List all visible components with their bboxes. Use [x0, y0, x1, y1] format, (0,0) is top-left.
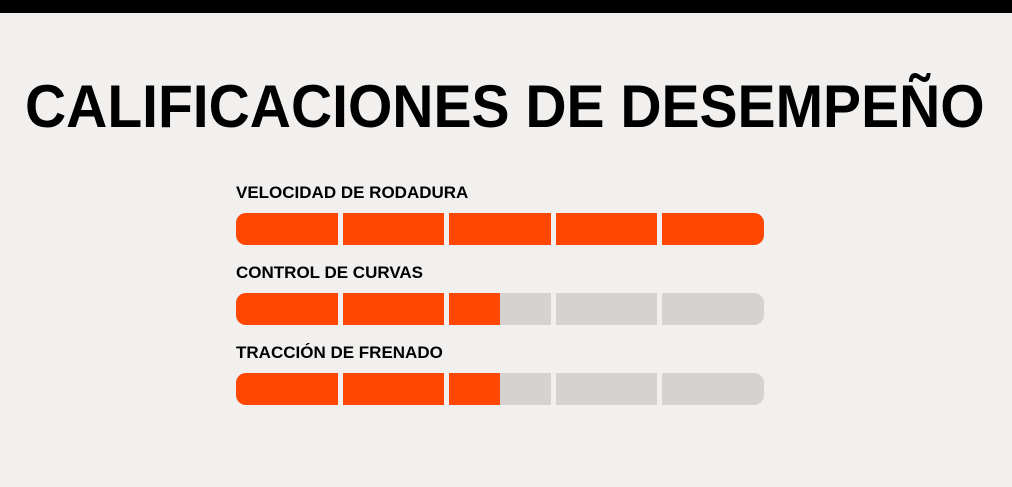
- rating-row: CONTROL DE CURVAS: [236, 263, 764, 325]
- rating-segment: [555, 373, 658, 405]
- rating-bar-traccion-de-frenado: [236, 373, 764, 405]
- rating-segment: [236, 373, 338, 405]
- rating-segment: [342, 373, 445, 405]
- rating-segment: [342, 213, 445, 245]
- rating-segment: [662, 373, 764, 405]
- rating-segment: [555, 213, 658, 245]
- rating-row: TRACCIÓN DE FRENADO: [236, 343, 764, 405]
- rating-segment: [236, 293, 338, 325]
- rating-label-traccion-de-frenado: TRACCIÓN DE FRENADO: [236, 343, 443, 362]
- rating-segment: [662, 213, 764, 245]
- rating-segment: [449, 213, 551, 245]
- rating-row: VELOCIDAD DE RODADURA: [236, 183, 764, 245]
- rating-bar-velocidad-de-rodadura: [236, 213, 764, 245]
- performance-ratings-section: VELOCIDAD DE RODADURA CONTROL DE CURVAS …: [236, 183, 764, 423]
- rating-segment: [342, 293, 445, 325]
- top-divider-bar: [0, 0, 1012, 13]
- rating-segment: [449, 373, 551, 405]
- rating-segment: [662, 293, 764, 325]
- rating-label-control-de-curvas: CONTROL DE CURVAS: [236, 263, 424, 282]
- rating-label-velocidad-de-rodadura: VELOCIDAD DE RODADURA: [236, 183, 469, 202]
- rating-segment: [555, 293, 658, 325]
- page-title: CALIFICACIONES DE DESEMPEÑO: [25, 73, 985, 140]
- rating-bar-control-de-curvas: [236, 293, 764, 325]
- rating-segment: [236, 213, 338, 245]
- rating-segment: [449, 293, 551, 325]
